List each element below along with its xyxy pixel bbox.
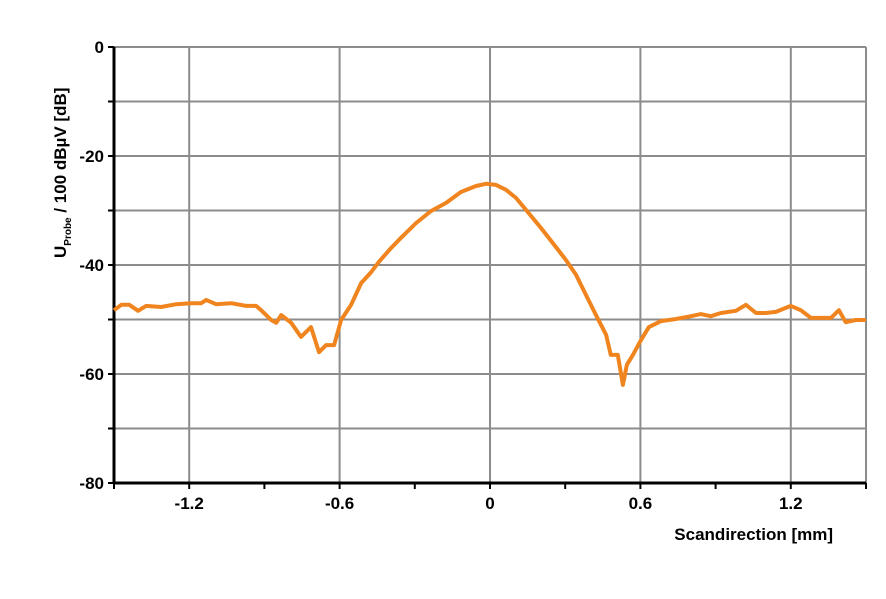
y-tick-label: -80 bbox=[79, 474, 104, 493]
y-tick-label: 0 bbox=[95, 38, 104, 57]
x-tick-label: 0 bbox=[485, 494, 494, 513]
y-axis-label-rest: / 100 dBµV [dB] bbox=[51, 88, 70, 218]
y-axis-label: UProbe / 100 dBµV [dB] bbox=[51, 88, 74, 258]
x-tick-label: 0.6 bbox=[629, 494, 653, 513]
tick-labels: 0 -20 -40 -60 -80 -1.2 -0.6 0 0.6 1.2 bbox=[79, 38, 802, 513]
series-line bbox=[112, 181, 866, 387]
x-tick-label: -1.2 bbox=[175, 494, 204, 513]
y-tick-label: -20 bbox=[79, 147, 104, 166]
grid bbox=[114, 46, 867, 483]
y-tick-label: -40 bbox=[79, 256, 104, 275]
y-axis-label-main: U bbox=[51, 246, 70, 258]
plot-area bbox=[112, 181, 866, 387]
x-axis-label: Scandirection [mm] bbox=[674, 525, 833, 544]
axes bbox=[108, 46, 867, 489]
y-axis-label-sub: Probe bbox=[63, 217, 74, 246]
x-tick-label: -0.6 bbox=[325, 494, 354, 513]
y-tick-label: -60 bbox=[79, 365, 104, 384]
x-tick-label: 1.2 bbox=[779, 494, 803, 513]
